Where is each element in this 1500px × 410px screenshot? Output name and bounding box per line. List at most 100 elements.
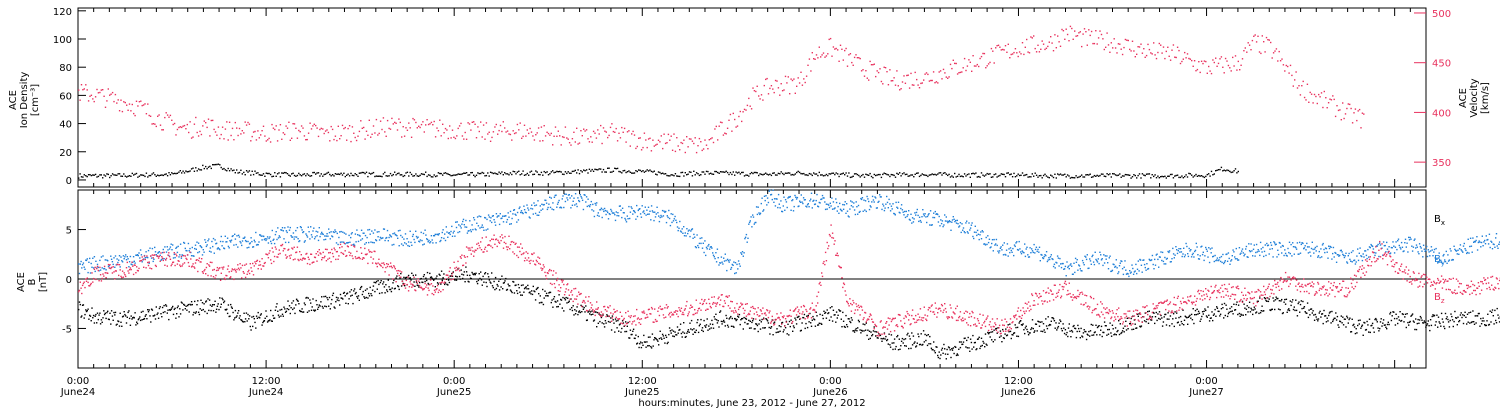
top-series-point xyxy=(255,172,258,174)
bottom-series-point xyxy=(663,210,665,212)
bottom-series-point xyxy=(484,217,487,219)
bottom-series-point xyxy=(561,198,563,200)
top-series-point xyxy=(103,95,105,97)
bottom-series-point xyxy=(453,278,455,280)
bottom-series-point xyxy=(661,216,663,218)
bottom-series-point xyxy=(564,299,567,301)
top-series-point xyxy=(1199,71,1201,74)
top-series-point xyxy=(705,144,708,146)
bottom-series-point xyxy=(400,234,402,237)
bottom-series-point xyxy=(435,277,437,279)
top-series-point xyxy=(114,174,117,176)
bottom-series-point xyxy=(552,209,555,211)
bottom-series-point xyxy=(492,286,494,289)
top-series-point xyxy=(422,121,424,123)
bottom-series-point xyxy=(801,201,803,203)
bottom-series-point xyxy=(169,246,172,248)
top-series-point xyxy=(1270,41,1272,44)
bottom-series-point xyxy=(694,331,696,333)
bottom-series-point xyxy=(766,320,769,322)
bottom-series-point xyxy=(506,288,509,291)
bottom-series-point xyxy=(144,257,146,259)
top-series-point xyxy=(248,170,251,172)
top-series-point xyxy=(506,173,509,175)
top-series-point xyxy=(1137,46,1139,48)
bottom-series-point xyxy=(431,239,433,241)
bottom-series-point xyxy=(738,263,741,265)
bottom-series-point xyxy=(431,277,433,279)
bottom-series-point xyxy=(1292,308,1295,311)
bottom-series-point xyxy=(1271,308,1273,310)
top-series-point xyxy=(702,171,705,173)
top-series-point xyxy=(202,125,204,127)
top-series-point xyxy=(942,172,945,174)
top-series-point xyxy=(1116,174,1118,177)
bottom-left-tick-label: 5 xyxy=(66,226,72,237)
bottom-series-point xyxy=(1272,297,1274,299)
bottom-series-point xyxy=(1447,318,1449,321)
top-series-point xyxy=(870,64,873,66)
top-series-point xyxy=(247,171,249,173)
top-series-point xyxy=(1155,57,1158,60)
bottom-series-point xyxy=(908,347,910,350)
bottom-series-point xyxy=(264,317,266,319)
top-series-point xyxy=(801,84,804,86)
top-series-point xyxy=(461,135,464,137)
bottom-series-point xyxy=(321,233,324,235)
top-series-point xyxy=(839,173,842,175)
bottom-series-point xyxy=(884,338,886,340)
bottom-series-point xyxy=(937,221,940,223)
bottom-series-point xyxy=(432,242,434,244)
bottom-series-point xyxy=(925,216,927,218)
bottom-series-point xyxy=(816,315,818,317)
bottom-series-point xyxy=(302,311,304,313)
bottom-series-point xyxy=(521,294,523,296)
top-series-point xyxy=(234,121,236,124)
bottom-series-point xyxy=(393,232,396,234)
bottom-series-point xyxy=(523,287,526,290)
top-series-point xyxy=(468,123,471,125)
bottom-series-point xyxy=(352,302,354,305)
bottom-series-point xyxy=(792,199,794,201)
top-series-point xyxy=(1223,72,1225,74)
bottom-series-point xyxy=(315,230,317,233)
bottom-series-point xyxy=(568,300,570,302)
top-series-point xyxy=(653,170,655,172)
bottom-series-point xyxy=(1317,318,1320,320)
top-series-point xyxy=(1126,174,1128,176)
bottom-series-point xyxy=(226,241,228,243)
bottom-series-point xyxy=(1371,324,1373,327)
top-series-point xyxy=(728,119,730,121)
bottom-series-point xyxy=(1071,265,1073,267)
bottom-series-point xyxy=(1438,321,1440,323)
bottom-series-point xyxy=(366,288,368,290)
bottom-series-point xyxy=(1162,321,1165,323)
bottom-series-point xyxy=(972,334,974,337)
bottom-series-point xyxy=(762,210,764,212)
bottom-series-point xyxy=(1237,313,1239,316)
top-series-point xyxy=(972,55,974,57)
bottom-series-point xyxy=(792,330,794,332)
bottom-series-point xyxy=(404,285,406,287)
top-series-point xyxy=(207,166,210,168)
top-series-point xyxy=(935,81,938,83)
bottom-series-point xyxy=(111,261,114,263)
bottom-series-point xyxy=(195,311,197,313)
bottom-series-point xyxy=(1266,300,1268,302)
bottom-series-point xyxy=(391,244,393,246)
top-series-point xyxy=(241,130,243,132)
bottom-series-point xyxy=(673,218,675,220)
bottom-series-point xyxy=(481,284,483,286)
bottom-series-point xyxy=(896,336,898,338)
bottom-series-point xyxy=(670,332,672,334)
top-series-point xyxy=(1172,44,1175,46)
bottom-series-point xyxy=(1008,331,1010,333)
bottom-series-point xyxy=(521,212,523,214)
bottom-series-point xyxy=(1405,326,1407,329)
top-series-point xyxy=(272,127,275,129)
bottom-series-point xyxy=(1325,321,1328,323)
top-series-point xyxy=(155,125,157,128)
bottom-series-point xyxy=(1406,313,1408,315)
top-series-point xyxy=(1164,57,1166,60)
bottom-series-point xyxy=(153,258,155,260)
